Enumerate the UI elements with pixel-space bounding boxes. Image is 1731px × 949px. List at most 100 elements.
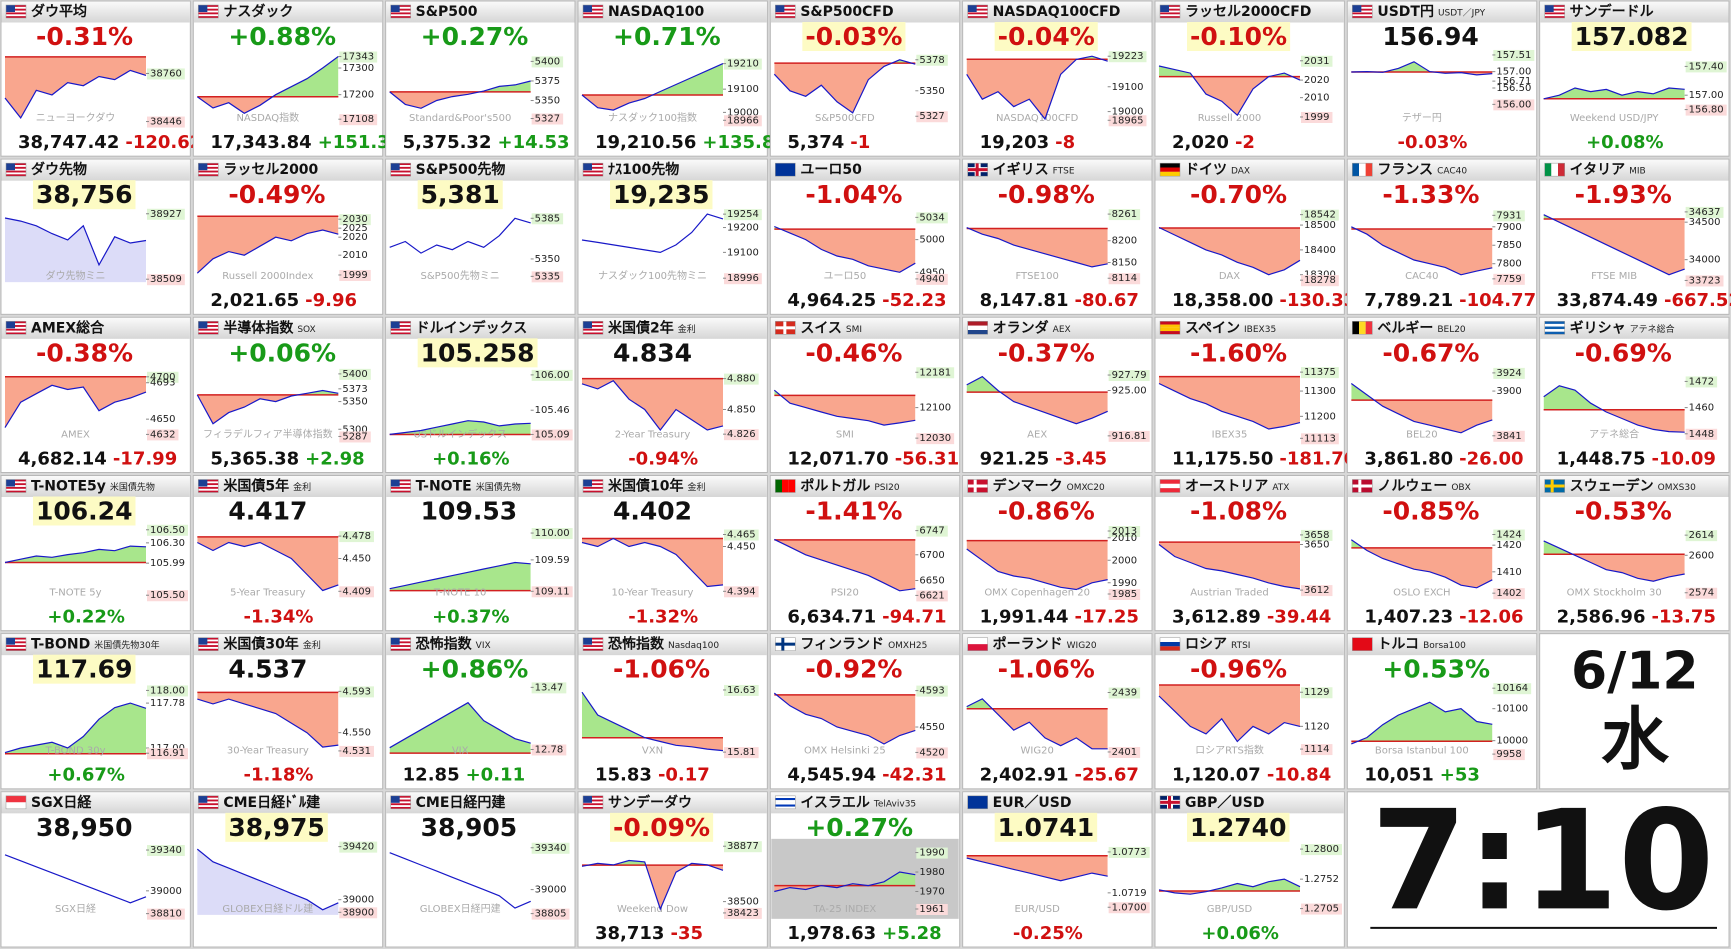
tile-name: ラッセル2000CFD <box>1185 4 1311 20</box>
axis-label: 5400 <box>535 56 560 67</box>
watermark: BEL20 <box>1406 429 1437 440</box>
pct: -0.09% <box>613 813 710 842</box>
flag <box>390 803 411 806</box>
flag <box>390 486 411 489</box>
highlight <box>531 744 567 756</box>
highlight <box>1493 49 1535 61</box>
axis-label: 18500 <box>1304 220 1336 231</box>
flag <box>1365 163 1373 177</box>
change: -3.45 <box>1055 448 1107 469</box>
axis-label: 106.00 <box>535 370 570 381</box>
flag <box>198 799 219 802</box>
flag-border <box>582 795 604 810</box>
sparkline <box>196 848 339 911</box>
tile-sub: Borsa100 <box>1423 641 1466 651</box>
change: -35 <box>670 923 703 944</box>
pct: +0.86% <box>421 655 529 684</box>
flag <box>6 321 15 329</box>
flag-border <box>967 637 988 651</box>
flag <box>198 174 219 177</box>
axis-label: 4.478 <box>342 531 371 542</box>
flag <box>6 648 26 651</box>
area-down <box>1543 219 1685 275</box>
axis-label: 4693 <box>150 378 175 389</box>
flag <box>198 5 208 12</box>
flag-border <box>582 637 604 651</box>
area-down <box>1351 547 1493 588</box>
tile-name: フィンランド <box>800 637 884 653</box>
flag <box>967 16 988 18</box>
axis-label: 18542 <box>1304 210 1336 221</box>
change: +2.98 <box>305 448 365 469</box>
axis-label: 4940 <box>919 274 944 285</box>
highlight <box>417 180 503 210</box>
pct: -0.46% <box>805 338 902 367</box>
tile-sub: 米国債先物30年 <box>94 639 159 651</box>
area-up <box>5 546 146 563</box>
axis-label: 17108 <box>342 114 374 125</box>
change: -0.17 <box>658 765 710 786</box>
flag <box>583 795 603 798</box>
flag-border <box>1352 321 1373 335</box>
watermark: フィラデルフィア半導体指数 <box>203 427 333 440</box>
axis-label: 34000 <box>1689 255 1721 266</box>
flag <box>775 798 796 801</box>
axis-label: 5378 <box>919 55 944 66</box>
tile-header <box>1540 317 1729 339</box>
flag <box>1160 646 1180 651</box>
flag <box>390 637 411 640</box>
axis-label: 18278 <box>1304 275 1336 286</box>
pct: -0.98% <box>998 180 1095 209</box>
watermark: 2-Year Treasury <box>615 429 691 440</box>
highlight <box>724 907 762 919</box>
axis-label: 2614 <box>1689 530 1714 541</box>
area-down <box>966 59 1108 119</box>
flag <box>198 16 219 18</box>
flag <box>390 645 411 647</box>
tile-header <box>1 317 190 339</box>
highlight <box>1685 428 1718 440</box>
price: 1,991.44 <box>980 607 1069 628</box>
axis-label: 2020 <box>1304 75 1329 86</box>
sparkline <box>1350 383 1493 434</box>
area-up <box>821 872 916 886</box>
pct: -1.18% <box>244 765 314 786</box>
area-down <box>197 536 339 591</box>
flag <box>390 5 411 7</box>
flag-border <box>1159 321 1181 335</box>
axis-label: 2030 <box>342 214 367 225</box>
tile-name: AMEX総合 <box>31 319 105 336</box>
flag <box>390 170 411 173</box>
area-down <box>197 692 339 748</box>
pct: +0.67% <box>47 765 125 786</box>
highlight <box>1301 844 1342 856</box>
flag <box>1160 479 1180 484</box>
flag <box>1544 8 1565 11</box>
sparkline <box>1158 226 1301 276</box>
axis-label: 1460 <box>1689 403 1714 414</box>
highlight <box>339 214 371 226</box>
flag <box>6 5 26 7</box>
flag <box>1160 637 1180 642</box>
highlight <box>724 429 759 441</box>
flag <box>967 12 988 15</box>
flag-border <box>390 162 411 177</box>
tile-sub: TelAviv35 <box>873 799 916 809</box>
flag-border <box>1159 479 1181 493</box>
flag <box>583 166 603 169</box>
flag <box>6 321 26 324</box>
axis-label: 4650 <box>150 414 175 425</box>
watermark: 30-Year Treasury <box>227 746 309 757</box>
tile <box>385 475 576 632</box>
flag <box>198 795 219 798</box>
flag <box>583 12 603 15</box>
highlight <box>1493 588 1525 600</box>
highlight <box>1301 275 1339 287</box>
axis-label: 1129 <box>1304 687 1329 698</box>
tile-header <box>578 1 767 23</box>
flag <box>1160 321 1180 325</box>
highlight <box>531 429 573 441</box>
flag <box>1160 171 1180 177</box>
axis-label: 5350 <box>919 86 944 97</box>
change: -8 <box>1055 132 1075 153</box>
